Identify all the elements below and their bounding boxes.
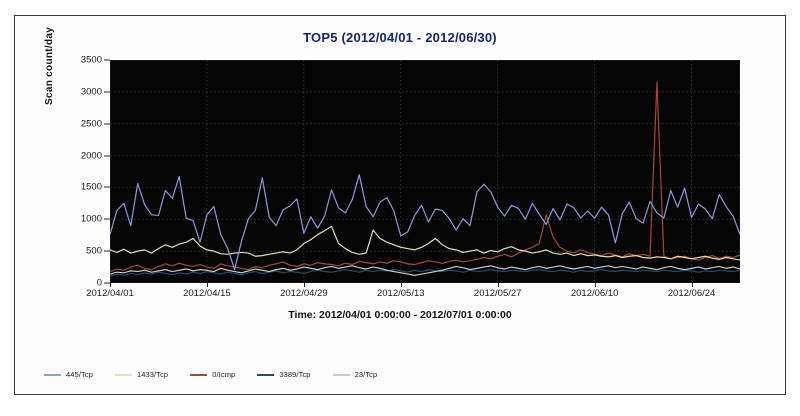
series-line-1433-tcp [110, 226, 740, 260]
legend-swatch-icon [190, 373, 208, 376]
x-axis-tick-label: 2012/05/27 [473, 288, 522, 299]
y-axis-tick-label: 3000 [80, 86, 102, 98]
x-axis-tick-mark [594, 283, 596, 287]
x-axis-tick-label: 2012/04/29 [280, 288, 328, 299]
legend-item[interactable]: 3389/Tcp [257, 370, 310, 379]
x-axis-tick-mark [206, 283, 208, 287]
legend-item[interactable]: 445/Tcp [44, 370, 93, 379]
y-axis-tick-mark [104, 250, 110, 252]
x-axis-tick-mark [691, 283, 693, 287]
legend-item[interactable]: 0/Icmp [190, 370, 235, 379]
x-axis-tick-label: 2012/06/10 [570, 288, 619, 299]
y-axis-tick-label: 1000 [80, 213, 102, 225]
plot-lines [110, 60, 740, 283]
legend-swatch-icon [257, 373, 275, 376]
legend-label: 1433/Tcp [136, 370, 169, 379]
y-axis-tick-label: 2500 [80, 118, 102, 130]
y-axis-tick-mark [104, 91, 110, 93]
legend-label: 0/Icmp [212, 370, 236, 379]
legend-item[interactable]: 23/Tcp [332, 370, 378, 379]
y-axis-tick-mark [104, 59, 110, 61]
y-axis-tick-label: 1500 [80, 181, 102, 193]
y-axis-tick-mark [104, 186, 110, 188]
x-axis-tick-label: 2012/06/24 [667, 288, 716, 299]
x-axis-tick-mark [497, 283, 499, 287]
y-axis: 0 500 1000 1500 2000 2500 3000 3500 [60, 53, 110, 290]
legend-swatch-icon [332, 373, 350, 376]
y-axis-tick-mark [104, 218, 110, 220]
chart-legend: 445/Tcp 1433/Tcp 0/Icmp 3389/Tcp 23/Tcp [44, 370, 377, 379]
legend-item[interactable]: 1433/Tcp [114, 370, 169, 379]
legend-label: 445/Tcp [66, 370, 93, 379]
x-axis-tick-label: 2012/04/15 [183, 288, 231, 299]
series-line-445-tcp [110, 175, 740, 270]
legend-label: 23/Tcp [354, 370, 378, 379]
y-axis-tick-label: 0 [96, 277, 102, 289]
series-line-23-tcp [110, 266, 740, 276]
x-axis-tick-mark [400, 283, 402, 287]
x-axis: 2012/04/01 2012/04/15 2012/04/29 2012/05/13… [86, 283, 740, 304]
x-axis-tick-label: 2012/04/01 [86, 288, 134, 299]
x-axis-tick-mark [110, 283, 111, 287]
y-axis-tick-mark [104, 282, 110, 284]
legend-label: 3389/Tcp [279, 370, 311, 379]
y-axis-tick-label: 500 [86, 245, 102, 257]
y-axis-tick-mark [104, 123, 110, 125]
chart-title: TOP5 (2012/04/01 - 2012/06/30) [303, 30, 497, 45]
x-axis-caption: Time: 2012/04/01 0:00:00 - 2012/07/01 0:… [288, 309, 512, 321]
series-line-0-icmp [110, 82, 740, 271]
legend-swatch-icon [44, 373, 61, 376]
x-axis-tick-label: 2012/05/13 [376, 288, 425, 299]
legend-swatch-icon [114, 373, 132, 376]
x-axis-tick-mark [303, 283, 305, 287]
y-axis-label: Scan count/day [44, 26, 55, 105]
series-line-3389-tcp [110, 270, 740, 276]
y-axis-tick-label: 3500 [80, 54, 102, 66]
y-axis-tick-label: 2000 [80, 150, 102, 162]
y-axis-tick-mark [104, 155, 110, 157]
plot-area [110, 60, 740, 283]
